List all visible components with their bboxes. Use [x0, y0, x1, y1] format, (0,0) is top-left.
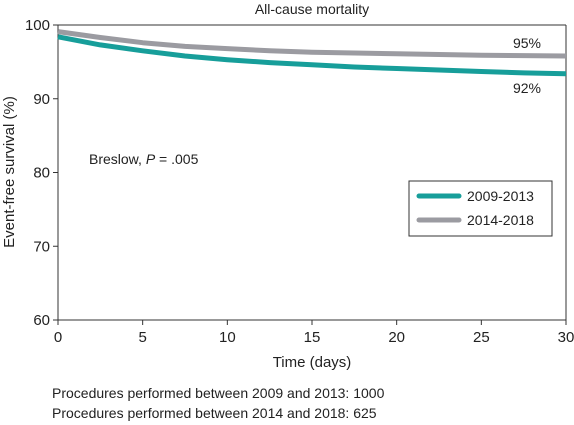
breslow-suffix: = .005	[155, 151, 198, 167]
series-line-2009-2013	[57, 34, 567, 77]
x-tick-label: 0	[54, 329, 62, 346]
legend-box	[408, 180, 553, 237]
breslow-p: P	[146, 151, 156, 167]
plot-frame	[58, 24, 567, 320]
series-line-2014-2018	[57, 29, 567, 59]
breslow-prefix: Breslow,	[89, 151, 146, 167]
series-lines	[57, 29, 567, 77]
procedures-note-2009-2013: Procedures performed between 2009 and 20…	[52, 385, 385, 401]
x-axis-label: Time (days)	[273, 354, 352, 371]
procedures-note-2014-2018: Procedures performed between 2014 and 20…	[52, 405, 377, 421]
legend-label-2014-2018: 2014-2018	[467, 212, 534, 228]
x-tick-group: 0 5 10 15 20 25 30	[54, 320, 574, 346]
km-survival-chart: All-cause mortality 0 5 10 15 20 25 30 Time (d…	[1, 1, 574, 371]
x-tick-label: 10	[219, 329, 236, 346]
y-tick-label: 100	[25, 17, 50, 34]
end-label-2009-2013: 92%	[513, 80, 541, 96]
x-axis: 0 5 10 15 20 25 30 Time (days)	[54, 319, 574, 371]
legend-label-2009-2013: 2009-2013	[467, 188, 534, 204]
x-tick-label: 25	[473, 329, 490, 346]
x-tick-label: 15	[304, 329, 321, 346]
y-tick-label: 60	[33, 312, 50, 329]
end-label-2014-2018: 95%	[513, 35, 541, 51]
y-tick-group: 60 70 80 90 100	[25, 17, 58, 329]
x-tick-label: 30	[558, 329, 574, 346]
y-tick-label: 90	[33, 91, 50, 108]
y-axis-label: Event-free survival (%)	[1, 96, 18, 248]
x-tick-label: 20	[388, 329, 405, 346]
chart-title: All-cause mortality	[255, 1, 369, 17]
y-axis: 60 70 80 90 100 Event-free survival (%)	[1, 17, 59, 329]
x-tick-label: 5	[138, 329, 146, 346]
y-tick-label: 80	[33, 165, 50, 182]
breslow-annotation: Breslow, P = .005	[89, 151, 199, 167]
legend: 2009-2013 2014-2018	[408, 180, 553, 237]
y-tick-label: 70	[33, 238, 50, 255]
